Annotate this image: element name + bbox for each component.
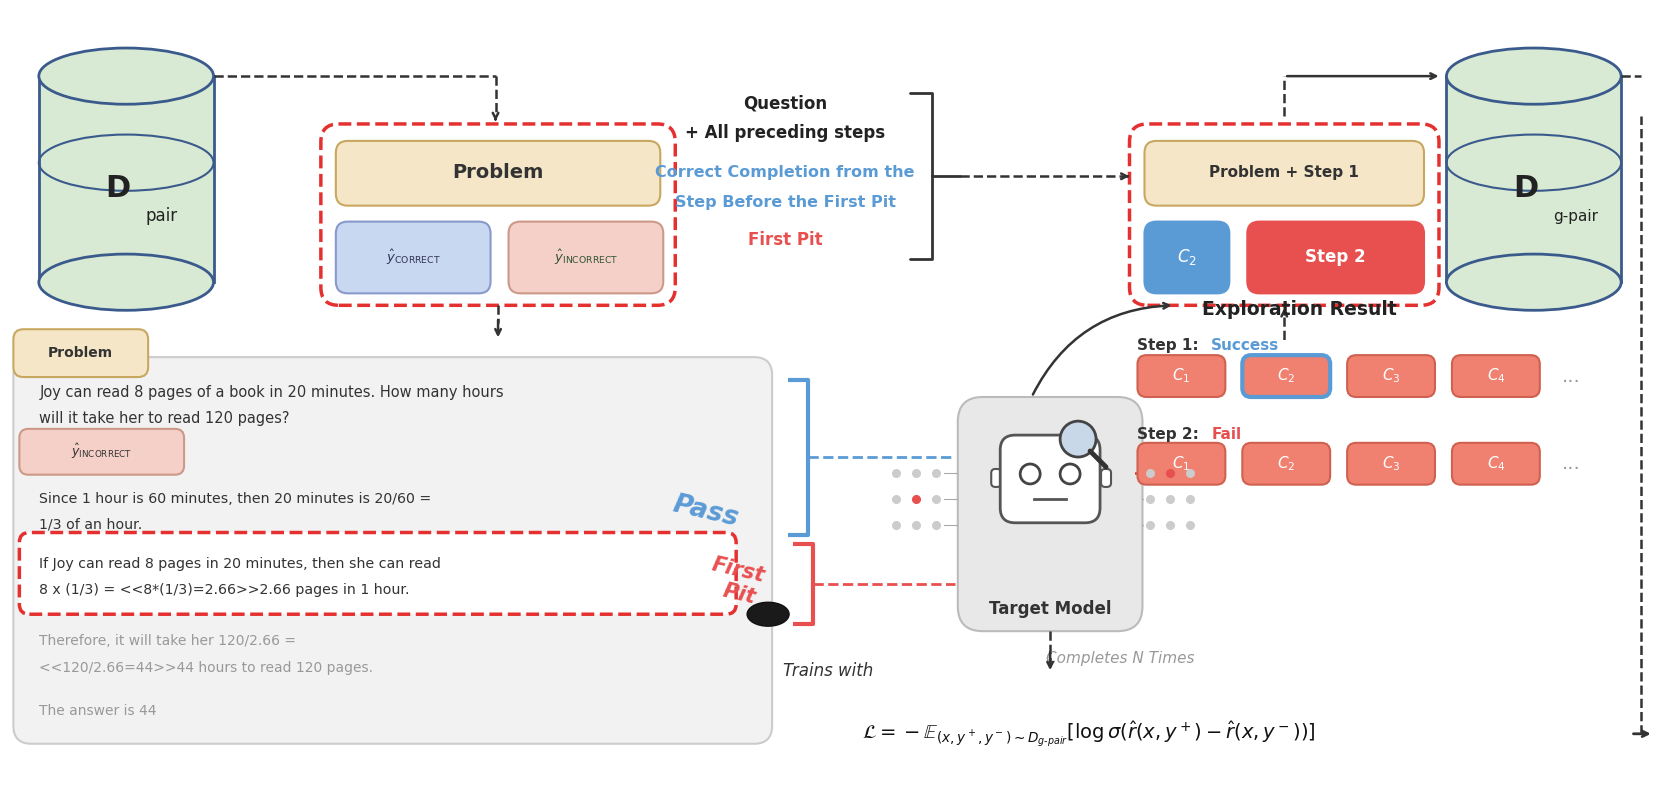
Text: Step 1:: Step 1: xyxy=(1138,338,1204,353)
FancyBboxPatch shape xyxy=(1144,222,1229,294)
FancyBboxPatch shape xyxy=(1242,443,1330,485)
Text: Problem: Problem xyxy=(452,163,543,183)
Text: $\mathcal{L} = -\mathbb{E}_{(x,y^+,y^-)\sim D_{g\text{-}pair}}[\log \sigma(\hat{: $\mathcal{L} = -\mathbb{E}_{(x,y^+,y^-)\… xyxy=(862,719,1316,748)
FancyBboxPatch shape xyxy=(1347,443,1435,485)
Text: Correct Completion from the: Correct Completion from the xyxy=(656,165,915,180)
Text: $C_1$: $C_1$ xyxy=(1173,367,1191,386)
Text: $\hat{y}_{\mathregular{CORRECT}}$: $\hat{y}_{\mathregular{CORRECT}}$ xyxy=(385,248,440,267)
Ellipse shape xyxy=(1447,48,1621,104)
FancyBboxPatch shape xyxy=(958,397,1143,631)
Text: Completes N Times: Completes N Times xyxy=(1046,651,1194,666)
FancyBboxPatch shape xyxy=(992,469,1002,487)
Text: Target Model: Target Model xyxy=(988,600,1111,619)
Text: + All preceding steps: + All preceding steps xyxy=(684,124,885,142)
Text: ...: ... xyxy=(1561,367,1580,386)
FancyBboxPatch shape xyxy=(336,222,490,294)
Text: $C_3$: $C_3$ xyxy=(1382,367,1400,386)
Text: Therefore, it will take her 120/2.66 =: Therefore, it will take her 120/2.66 = xyxy=(40,634,296,648)
Text: $\hat{y}_{\mathregular{INCORRECT}}$: $\hat{y}_{\mathregular{INCORRECT}}$ xyxy=(553,248,618,267)
FancyBboxPatch shape xyxy=(20,429,184,475)
Text: $C_2$: $C_2$ xyxy=(1277,454,1296,473)
FancyBboxPatch shape xyxy=(1144,141,1423,205)
Ellipse shape xyxy=(747,602,789,626)
Polygon shape xyxy=(38,76,214,283)
FancyBboxPatch shape xyxy=(1347,355,1435,397)
Text: The answer is 44: The answer is 44 xyxy=(40,704,156,718)
FancyBboxPatch shape xyxy=(321,124,676,305)
Text: $C_2$: $C_2$ xyxy=(1277,367,1296,386)
FancyBboxPatch shape xyxy=(1452,355,1540,397)
Text: pair: pair xyxy=(145,208,178,225)
FancyBboxPatch shape xyxy=(1138,355,1226,397)
FancyBboxPatch shape xyxy=(1129,124,1438,305)
FancyBboxPatch shape xyxy=(1242,355,1330,397)
Text: Pass: Pass xyxy=(669,491,741,532)
Text: $\mathbf{D}$: $\mathbf{D}$ xyxy=(1513,174,1538,203)
Text: $C_3$: $C_3$ xyxy=(1382,454,1400,473)
Circle shape xyxy=(1060,421,1096,457)
Text: 8 x (1/3) = <<8*(1/3)=2.66>>2.66 pages in 1 hour.: 8 x (1/3) = <<8*(1/3)=2.66>>2.66 pages i… xyxy=(40,583,410,597)
Text: g-pair: g-pair xyxy=(1553,209,1598,224)
Text: Fail: Fail xyxy=(1211,427,1241,442)
FancyBboxPatch shape xyxy=(1138,443,1226,485)
Text: First
  Pit: First Pit xyxy=(704,554,766,608)
Text: $\mathbf{D}$: $\mathbf{D}$ xyxy=(105,174,131,203)
Text: Step Before the First Pit: Step Before the First Pit xyxy=(674,195,895,210)
Text: $C_4$: $C_4$ xyxy=(1487,454,1505,473)
FancyBboxPatch shape xyxy=(336,141,661,205)
FancyBboxPatch shape xyxy=(1000,435,1100,523)
Ellipse shape xyxy=(1447,254,1621,310)
Text: $C_4$: $C_4$ xyxy=(1487,367,1505,386)
Text: $\hat{y}_{\mathregular{INCORRECT}}$: $\hat{y}_{\mathregular{INCORRECT}}$ xyxy=(71,442,131,461)
Circle shape xyxy=(1020,464,1040,484)
FancyBboxPatch shape xyxy=(20,533,736,614)
Ellipse shape xyxy=(38,254,214,310)
Ellipse shape xyxy=(38,48,214,104)
Text: $C_2$: $C_2$ xyxy=(1178,247,1198,268)
Polygon shape xyxy=(1447,76,1621,283)
Text: $C_1$: $C_1$ xyxy=(1173,454,1191,473)
FancyBboxPatch shape xyxy=(1247,222,1423,294)
Text: Step 2: Step 2 xyxy=(1306,249,1365,267)
Text: Problem + Step 1: Problem + Step 1 xyxy=(1209,165,1359,180)
Text: Question: Question xyxy=(742,94,827,112)
Text: Problem: Problem xyxy=(48,346,113,360)
Text: First Pit: First Pit xyxy=(747,231,822,249)
Text: will it take her to read 120 pages?: will it take her to read 120 pages? xyxy=(40,412,289,427)
Text: Trains with: Trains with xyxy=(782,662,874,680)
FancyBboxPatch shape xyxy=(13,357,772,744)
Text: <<120/2.66=44>>44 hours to read 120 pages.: <<120/2.66=44>>44 hours to read 120 page… xyxy=(40,661,374,675)
FancyBboxPatch shape xyxy=(13,329,148,377)
Text: 1/3 of an hour.: 1/3 of an hour. xyxy=(40,518,143,531)
FancyBboxPatch shape xyxy=(1101,469,1111,487)
FancyBboxPatch shape xyxy=(508,222,663,294)
Text: Since 1 hour is 60 minutes, then 20 minutes is 20/60 =: Since 1 hour is 60 minutes, then 20 minu… xyxy=(40,492,432,505)
Text: If Joy can read 8 pages in 20 minutes, then she can read: If Joy can read 8 pages in 20 minutes, t… xyxy=(40,557,442,571)
Text: ...: ... xyxy=(1561,454,1580,473)
Text: Success: Success xyxy=(1211,338,1279,353)
Text: Joy can read 8 pages of a book in 20 minutes. How many hours: Joy can read 8 pages of a book in 20 min… xyxy=(40,385,503,400)
Text: Step 2:: Step 2: xyxy=(1138,427,1204,442)
Circle shape xyxy=(1060,464,1080,484)
FancyBboxPatch shape xyxy=(1452,443,1540,485)
Text: Exploration Result: Exploration Result xyxy=(1203,300,1397,319)
